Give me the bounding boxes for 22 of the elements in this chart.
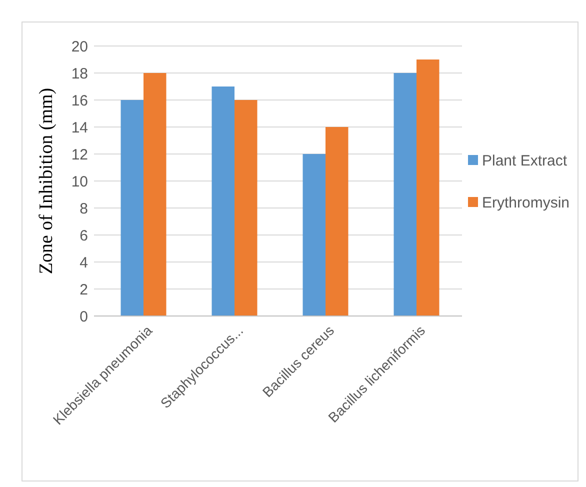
y-tick-label: 0: [80, 308, 88, 326]
bar: [234, 100, 258, 316]
y-tick-label: 14: [71, 119, 88, 136]
y-tick-label: 2: [80, 281, 88, 298]
y-tick-label: 16: [71, 92, 88, 110]
y-tick-label: 18: [71, 65, 88, 82]
bar: [326, 127, 348, 316]
bar: [144, 73, 166, 316]
bar: [212, 86, 234, 316]
bar: [120, 100, 144, 316]
y-axis-title: Zone of Inhibition (mm): [36, 88, 57, 274]
y-tick-label: 4: [80, 254, 88, 272]
y-tick-label: 8: [80, 200, 88, 218]
bar: [416, 60, 440, 316]
y-tick-label: 12: [71, 146, 88, 164]
y-tick-label: 6: [80, 227, 88, 244]
bar: [394, 73, 416, 316]
legend-label: Erythromysin: [482, 194, 570, 212]
y-tick-label: 20: [71, 38, 88, 56]
legend-label: Plant Extract: [482, 152, 568, 170]
bar: [302, 154, 326, 316]
y-tick-label: 10: [71, 173, 88, 190]
